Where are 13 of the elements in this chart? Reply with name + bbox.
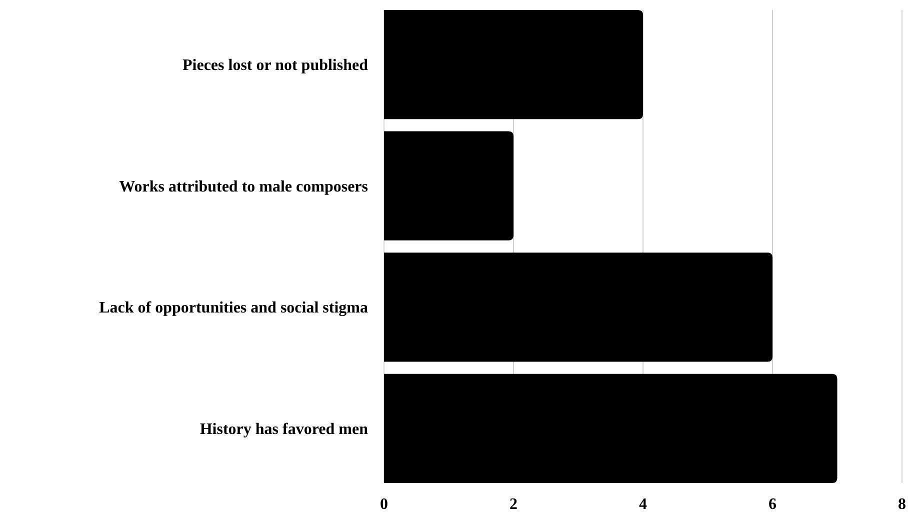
- x-tick-label: 6: [768, 496, 776, 513]
- y-tick-label: History has favored men: [200, 421, 368, 438]
- x-tick-label: 8: [898, 496, 906, 513]
- x-tick-label: 2: [510, 496, 518, 513]
- bar: [384, 131, 514, 240]
- bar: [384, 10, 643, 120]
- x-tick-label: 0: [380, 496, 388, 513]
- y-tick-label: Works attributed to male composers: [119, 178, 368, 196]
- bar: [384, 374, 838, 483]
- x-tick-label: 4: [639, 496, 647, 513]
- y-tick-label: Lack of opportunities and social stigma: [99, 300, 368, 317]
- y-tick-label: Pieces lost or not published: [182, 57, 368, 74]
- bar: [384, 252, 772, 362]
